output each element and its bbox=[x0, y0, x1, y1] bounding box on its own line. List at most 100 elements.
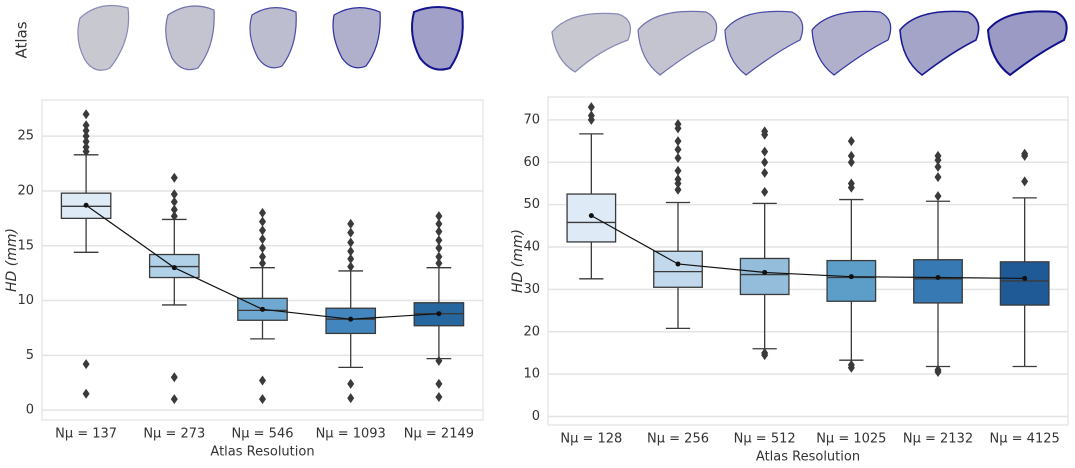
mesh bbox=[249, 7, 297, 69]
outlier bbox=[82, 136, 90, 147]
mean-point bbox=[1022, 275, 1028, 281]
mesh bbox=[165, 5, 215, 71]
outlier bbox=[761, 146, 769, 157]
outlier bbox=[347, 253, 355, 264]
y-tick-label: 10 bbox=[17, 293, 34, 308]
mesh bbox=[411, 6, 464, 71]
y-tick-label: 0 bbox=[26, 403, 34, 418]
x-tick-label: Nμ = 1093 bbox=[316, 427, 386, 442]
y-tick-label: 25 bbox=[17, 129, 34, 144]
y-tick-label: 60 bbox=[523, 155, 540, 170]
y-tick-label: 40 bbox=[523, 240, 540, 255]
y-tick-label: 15 bbox=[17, 238, 34, 253]
outlier bbox=[347, 246, 355, 257]
outlier bbox=[934, 191, 942, 202]
outlier bbox=[1021, 176, 1029, 187]
outlier bbox=[170, 196, 178, 207]
outlier bbox=[170, 372, 178, 383]
outlier bbox=[435, 378, 443, 389]
outlier bbox=[674, 136, 682, 147]
outlier bbox=[259, 225, 266, 236]
outlier bbox=[259, 251, 266, 262]
outlier bbox=[82, 142, 90, 153]
y-tick-label: 20 bbox=[17, 183, 34, 198]
x-tick-label: Nμ = 512 bbox=[734, 432, 796, 447]
x-tick-label: Nμ = 546 bbox=[232, 427, 294, 442]
outlier bbox=[847, 359, 855, 370]
y-tick-label: 10 bbox=[523, 367, 540, 382]
mean-point bbox=[935, 275, 941, 281]
x-tick-label: Nμ = 1025 bbox=[816, 432, 886, 447]
mesh bbox=[811, 10, 892, 76]
outlier bbox=[170, 394, 178, 405]
outlier bbox=[847, 178, 855, 189]
outlier bbox=[347, 378, 355, 389]
outlier bbox=[259, 216, 266, 227]
y-tick-label: 0 bbox=[532, 409, 540, 424]
outlier bbox=[587, 110, 595, 121]
x-axis-label: Atlas Resolution bbox=[210, 445, 314, 460]
outlier bbox=[934, 161, 942, 172]
y-axis-label: HD (mm) bbox=[510, 229, 526, 293]
mean-point bbox=[588, 213, 594, 219]
box bbox=[739, 257, 790, 296]
outlier bbox=[259, 234, 266, 245]
outlier bbox=[347, 218, 355, 229]
x-tick-label: Nμ = 2132 bbox=[903, 432, 973, 447]
outlier bbox=[934, 150, 942, 161]
outlier bbox=[761, 126, 769, 137]
outlier bbox=[435, 391, 443, 402]
y-tick-label: 5 bbox=[26, 348, 34, 363]
heart-meshes bbox=[77, 5, 464, 71]
mesh bbox=[724, 10, 804, 76]
outlier bbox=[761, 167, 769, 178]
outlier bbox=[82, 109, 90, 120]
row-label: Atlas bbox=[13, 21, 31, 58]
x-tick-label: Nμ = 2149 bbox=[404, 427, 474, 442]
outlier bbox=[259, 375, 266, 386]
outlier bbox=[934, 172, 942, 183]
box bbox=[999, 261, 1050, 306]
outlier bbox=[170, 172, 178, 183]
outlier bbox=[347, 227, 355, 238]
outlier bbox=[170, 204, 178, 215]
x-tick-label: Nμ = 128 bbox=[560, 432, 622, 447]
outlier bbox=[82, 120, 90, 131]
outlier bbox=[347, 393, 355, 404]
x-tick-label: Nμ = 256 bbox=[647, 432, 709, 447]
mesh bbox=[986, 10, 1068, 77]
box bbox=[913, 259, 963, 304]
y-tick-label: 70 bbox=[523, 112, 540, 127]
outlier bbox=[761, 347, 769, 358]
y-tick-label: 30 bbox=[523, 282, 540, 297]
y-tick-label: 20 bbox=[523, 324, 540, 339]
y-tick-label: 50 bbox=[523, 197, 540, 212]
mean-point bbox=[762, 269, 768, 275]
x-tick-label: Nμ = 273 bbox=[143, 427, 205, 442]
outlier bbox=[847, 157, 855, 168]
mean-point bbox=[83, 202, 89, 208]
mean-point bbox=[260, 306, 265, 312]
outlier bbox=[82, 388, 90, 399]
mean-point bbox=[675, 261, 681, 267]
outlier bbox=[82, 131, 90, 142]
mesh bbox=[551, 12, 631, 73]
box bbox=[566, 193, 617, 243]
box bbox=[826, 259, 877, 302]
outlier bbox=[674, 119, 682, 130]
outlier bbox=[587, 102, 595, 113]
mesh bbox=[899, 10, 980, 77]
mean-point bbox=[848, 274, 854, 280]
outlier bbox=[435, 242, 443, 253]
outlier bbox=[674, 153, 682, 164]
mesh bbox=[77, 5, 130, 71]
mean-point bbox=[436, 311, 442, 317]
x-tick-label: Nμ = 4125 bbox=[990, 432, 1060, 447]
outlier bbox=[674, 184, 682, 195]
outlier bbox=[674, 144, 682, 155]
outlier bbox=[259, 394, 266, 405]
outlier bbox=[674, 174, 682, 185]
outlier bbox=[259, 242, 266, 253]
outlier bbox=[435, 235, 443, 246]
